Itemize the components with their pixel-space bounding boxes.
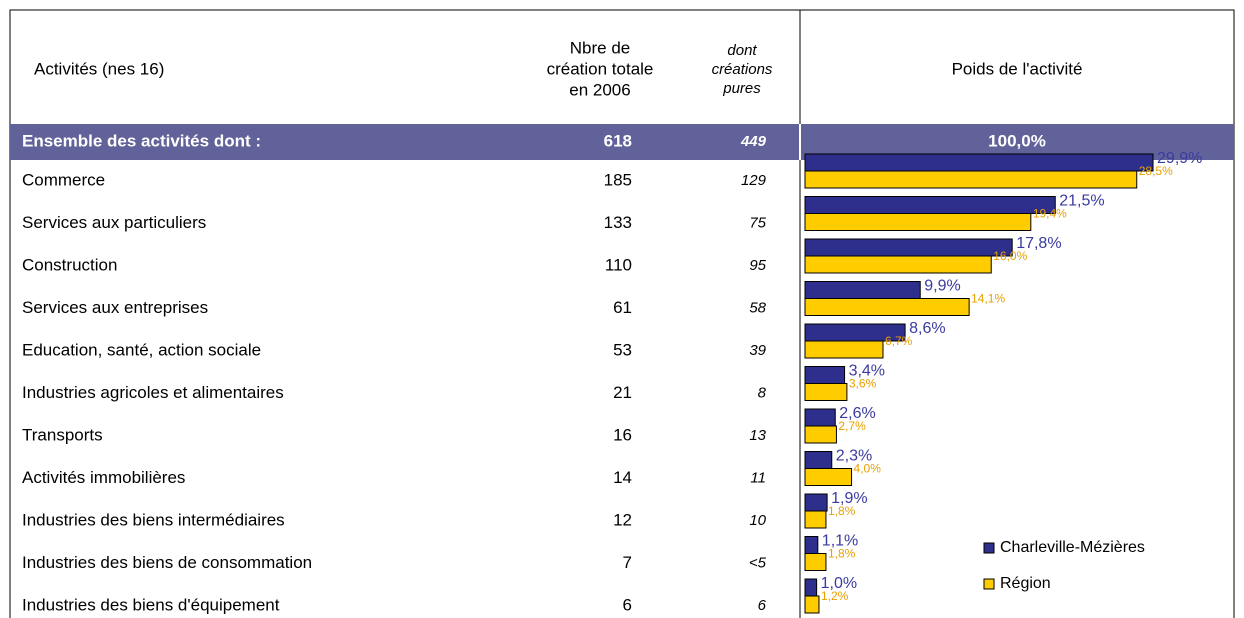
city-bar — [804, 366, 846, 384]
row-label: Education, santé, action sociale — [22, 341, 261, 360]
region-label: 1,8% — [828, 547, 856, 561]
city-label: 29,9% — [1157, 150, 1202, 167]
column-header: créations — [712, 61, 773, 78]
city-bar — [804, 408, 836, 427]
row-label: Transports — [22, 426, 103, 445]
legend-label: Charleville-Mézières — [1000, 539, 1145, 556]
column-header: pures — [722, 80, 761, 97]
row-pures: 8 — [758, 385, 767, 402]
city-bar — [804, 238, 1013, 257]
total-pures: 449 — [740, 133, 767, 150]
region-label: 1,8% — [828, 504, 856, 518]
row-pures: 10 — [749, 512, 766, 529]
row-label: Industries agricoles et alimentaires — [22, 383, 284, 402]
column-header: dont — [727, 42, 757, 59]
legend-swatch — [983, 578, 995, 590]
row-total: 14 — [613, 468, 632, 487]
region-label: 19,4% — [1033, 207, 1067, 221]
column-header: création totale — [547, 59, 654, 78]
row-total: 53 — [613, 341, 632, 360]
row-label: Industries des biens d'équipement — [22, 596, 280, 615]
region-label: 28,5% — [1139, 164, 1173, 178]
column-header: Nbre de — [570, 38, 630, 57]
region-bar — [804, 213, 1032, 231]
row-total: 16 — [613, 426, 632, 445]
region-bar — [804, 255, 992, 274]
total-count: 618 — [604, 131, 632, 150]
row-total: 12 — [613, 511, 632, 530]
city-bar — [804, 281, 921, 299]
row-total: 7 — [623, 553, 632, 572]
row-total: 6 — [623, 596, 632, 615]
row-pures: <5 — [749, 555, 767, 572]
city-label: 3,4% — [849, 363, 885, 380]
column-header: Poids de l'activité — [952, 59, 1083, 78]
total-label: Ensemble des activités dont : — [22, 131, 261, 150]
city-label: 17,8% — [1016, 235, 1061, 252]
region-bar — [804, 340, 884, 359]
city-bar — [804, 536, 819, 554]
city-label: 1,0% — [821, 575, 857, 592]
city-bar — [804, 451, 833, 469]
region-label: 4,0% — [854, 462, 882, 476]
row-pures: 39 — [749, 342, 766, 359]
row-total: 185 — [604, 171, 632, 190]
row-total: 133 — [604, 213, 632, 232]
city-label: 1,9% — [831, 490, 867, 507]
region-bar — [804, 298, 970, 316]
region-label: 1,2% — [821, 589, 849, 603]
row-label: Services aux entreprises — [22, 298, 208, 317]
city-bar — [804, 493, 828, 512]
region-bar — [804, 595, 820, 614]
region-bar — [804, 553, 827, 571]
region-bar — [804, 510, 827, 529]
column-header: Activités (nes 16) — [34, 59, 164, 78]
region-label: 2,7% — [838, 419, 866, 433]
legend-label: Région — [1000, 575, 1051, 592]
row-pures: 6 — [758, 597, 767, 614]
table-border — [9, 9, 1235, 618]
region-bar — [804, 425, 837, 444]
row-pures: 129 — [741, 172, 767, 189]
row-label: Construction — [22, 256, 117, 275]
city-label: 21,5% — [1059, 193, 1104, 210]
row-pures: 95 — [749, 257, 766, 274]
city-bar — [804, 153, 1154, 172]
region-bar — [804, 170, 1138, 189]
row-total: 21 — [613, 383, 632, 402]
row-pures: 75 — [749, 215, 766, 232]
region-bar — [804, 383, 848, 401]
region-label: 14,1% — [971, 292, 1005, 306]
region-label: 3,6% — [849, 377, 877, 391]
row-label: Industries des biens de consommation — [22, 553, 312, 572]
row-label: Industries des biens intermédiaires — [22, 511, 285, 530]
column-header: en 2006 — [569, 80, 630, 99]
row-total: 110 — [605, 256, 632, 275]
city-label: 9,9% — [924, 278, 960, 295]
row-pures: 58 — [749, 300, 766, 317]
row-label: Activités immobilières — [22, 468, 185, 487]
row-pures: 13 — [749, 427, 766, 444]
region-label: 6,7% — [885, 334, 913, 348]
row-label: Services aux particuliers — [22, 213, 206, 232]
row-label: Commerce — [22, 171, 105, 190]
city-bar — [804, 578, 818, 597]
region-label: 16,0% — [993, 249, 1027, 263]
city-label: 8,6% — [909, 320, 945, 337]
row-pures: 11 — [750, 470, 766, 487]
city-label: 1,1% — [822, 533, 858, 550]
city-label: 2,3% — [836, 448, 872, 465]
city-label: 2,6% — [839, 405, 875, 422]
region-bar — [804, 468, 853, 486]
total-weight: 100,0% — [988, 131, 1046, 150]
row-total: 61 — [613, 298, 632, 317]
legend-swatch — [983, 542, 995, 554]
city-bar — [804, 196, 1056, 214]
